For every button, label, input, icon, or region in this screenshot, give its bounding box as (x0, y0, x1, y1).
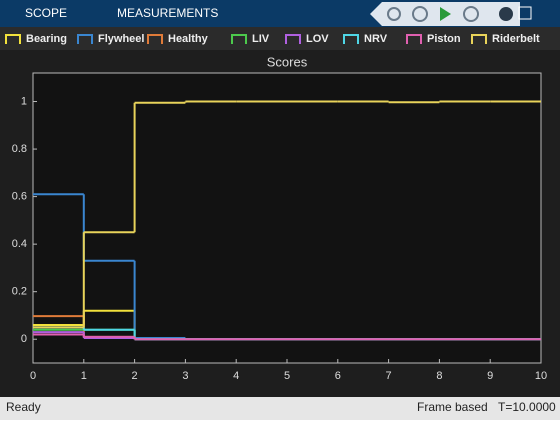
help-button[interactable] (499, 7, 513, 21)
x-tick-label: 8 (436, 370, 442, 382)
x-tick-label: 2 (132, 370, 138, 382)
legend-label: Flywheel (98, 33, 144, 45)
legend-label: Healthy (168, 33, 209, 45)
x-tick-label: 0 (30, 370, 36, 382)
legend-label: LOV (306, 33, 329, 45)
legend-label: NRV (364, 33, 388, 45)
y-tick-label: 1 (21, 95, 27, 107)
tab[interactable]: SCOPE (25, 6, 67, 20)
status-time: T=10.0000 (498, 400, 556, 414)
status-bar (0, 397, 560, 420)
x-tick-label: 4 (233, 370, 239, 382)
legend-swatch (343, 34, 359, 44)
plot-area (32, 72, 542, 364)
y-tick-label: 0.4 (12, 238, 27, 250)
undock-button[interactable] (518, 6, 532, 20)
legend-swatch (77, 34, 93, 44)
y-tick-label: 0.2 (12, 286, 27, 298)
chart-title: Scores (267, 54, 308, 69)
legend-swatch (147, 34, 163, 44)
legend-swatch (406, 34, 422, 44)
y-tick-label: 0 (21, 333, 27, 345)
x-tick-label: 5 (284, 370, 290, 382)
y-tick-label: 0.8 (12, 143, 27, 155)
status-mode: Frame based (417, 400, 488, 414)
legend-label: LIV (252, 33, 270, 45)
legend-label: Piston (427, 33, 461, 45)
legend-bar (0, 27, 560, 50)
legend-label: Bearing (26, 33, 67, 45)
legend-swatch (471, 34, 487, 44)
legend-label: Riderbelt (492, 33, 540, 45)
x-tick-label: 7 (386, 370, 392, 382)
status-text: Ready (6, 400, 41, 414)
legend-swatch (285, 34, 301, 44)
x-tick-label: 9 (487, 370, 493, 382)
x-tick-label: 3 (182, 370, 188, 382)
pause-button[interactable] (412, 6, 428, 22)
legend-swatch (5, 34, 21, 44)
x-tick-label: 10 (535, 370, 547, 382)
tab[interactable]: MEASUREMENTS (117, 6, 218, 20)
legend-swatch (231, 34, 247, 44)
x-tick-label: 1 (81, 370, 87, 382)
stop-button[interactable] (463, 6, 479, 22)
icon-button[interactable] (387, 7, 401, 21)
run-button[interactable] (440, 7, 451, 21)
y-tick-label: 0.6 (12, 191, 27, 203)
x-tick-label: 6 (335, 370, 341, 382)
